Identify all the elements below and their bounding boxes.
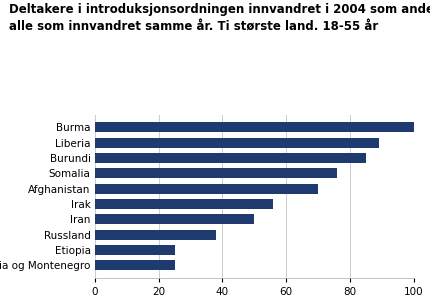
Bar xyxy=(95,168,336,178)
Text: Deltakere i introduksjonsordningen innvandret i 2004 som andel av
alle som innva: Deltakere i introduksjonsordningen innva… xyxy=(9,3,430,33)
Bar xyxy=(95,153,365,163)
Bar xyxy=(95,137,378,147)
Bar xyxy=(95,230,215,240)
Bar xyxy=(95,214,254,224)
Bar xyxy=(95,184,317,194)
Bar xyxy=(95,245,174,255)
Bar xyxy=(95,260,174,270)
Bar xyxy=(95,122,413,132)
Bar xyxy=(95,199,273,209)
